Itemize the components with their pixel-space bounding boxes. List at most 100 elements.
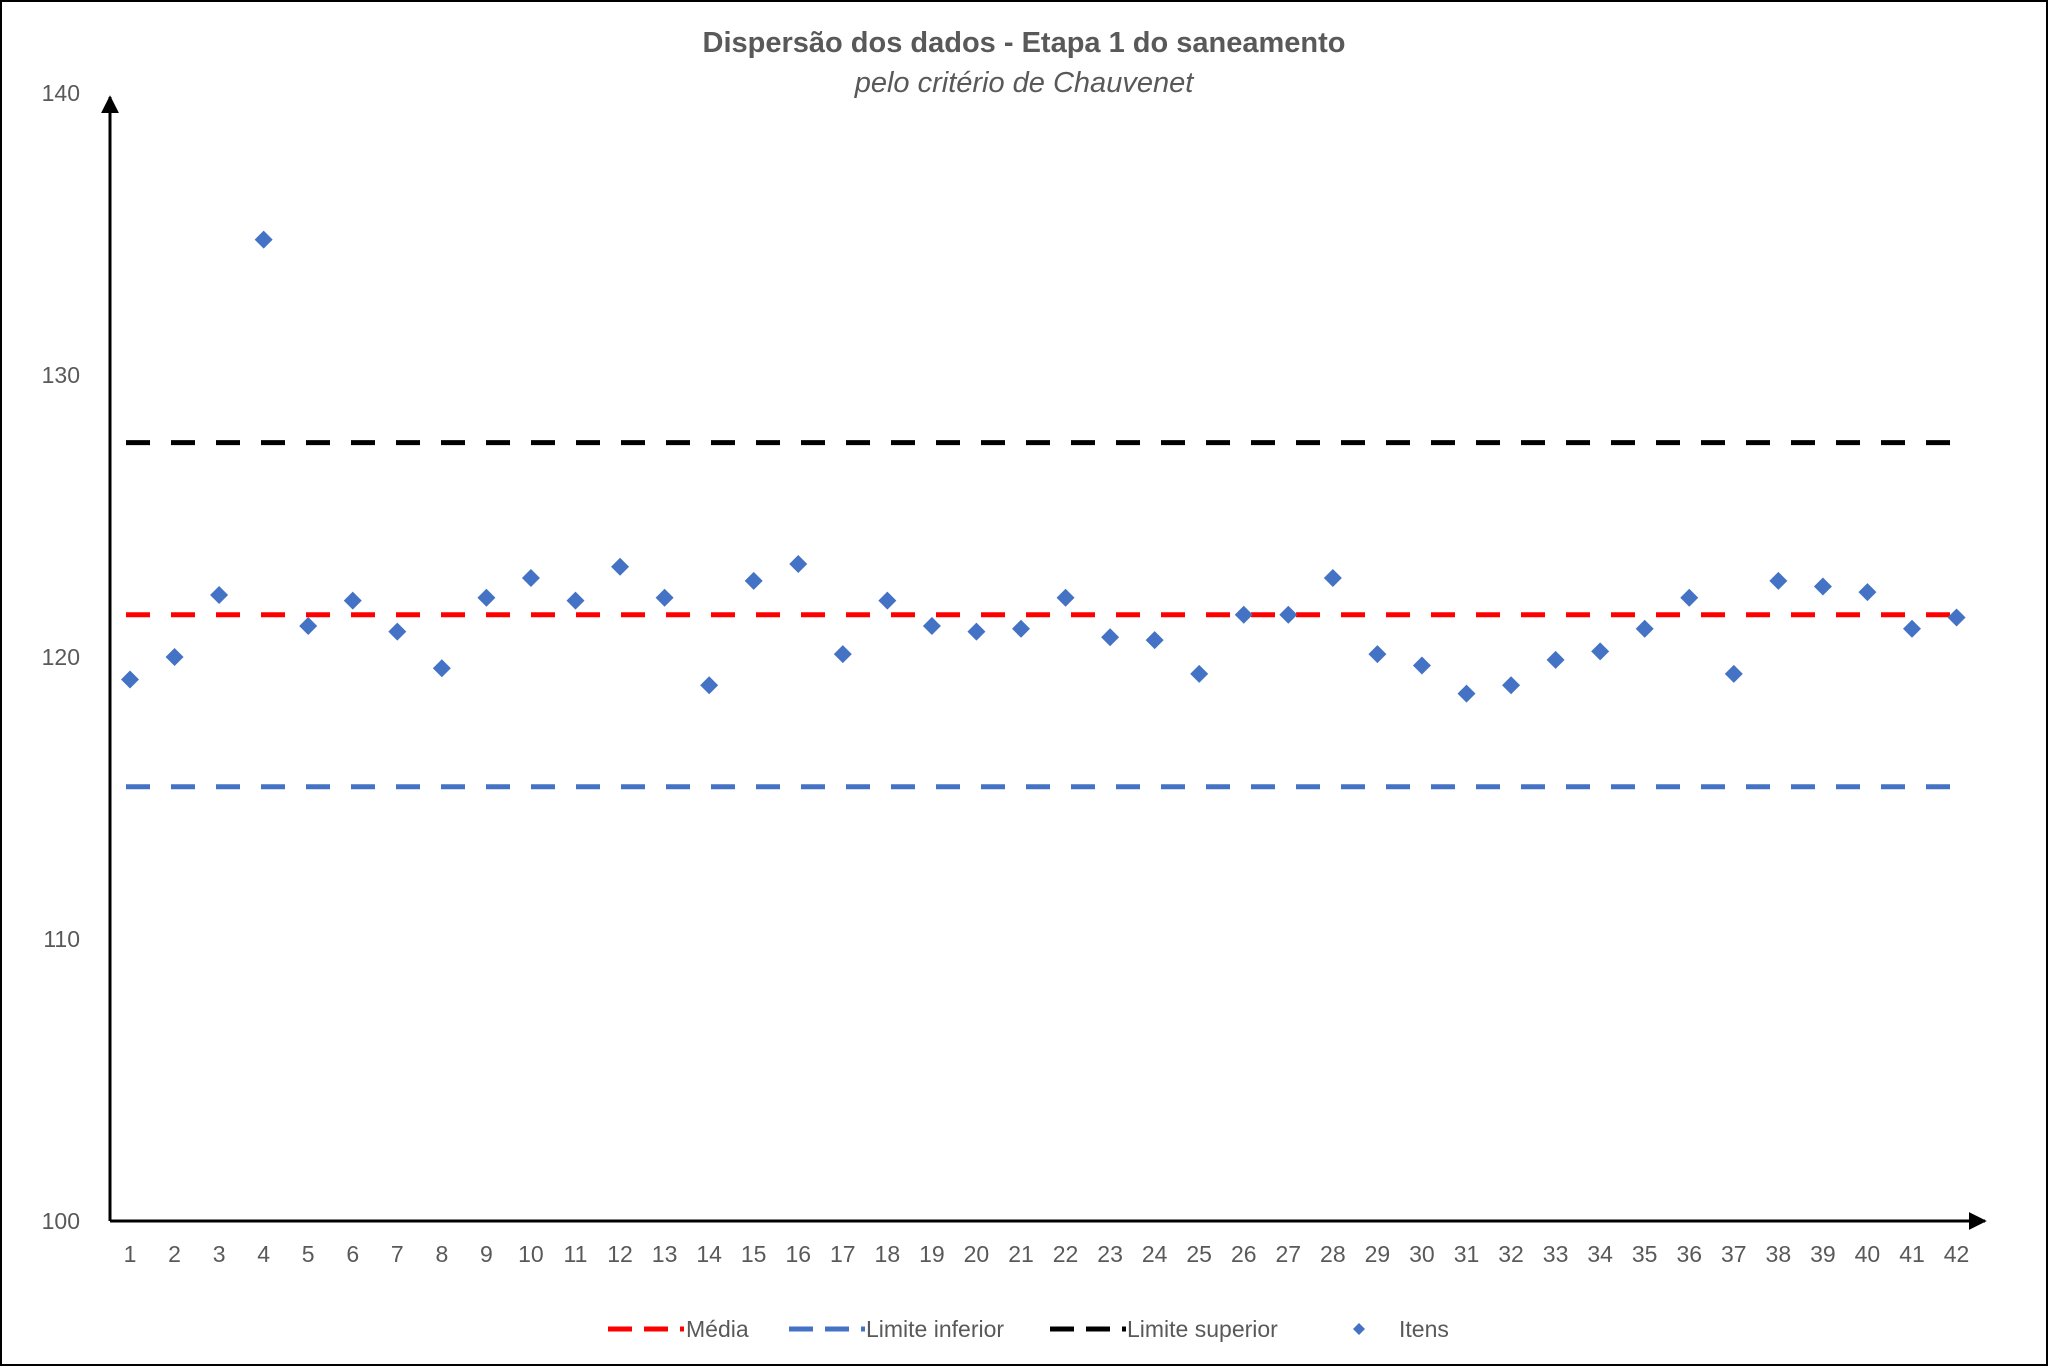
x-tick-label: 38 [1766, 1241, 1792, 1267]
x-tick-label: 32 [1498, 1241, 1524, 1267]
x-tick-label: 30 [1409, 1241, 1435, 1267]
x-tick-label: 5 [302, 1241, 315, 1267]
data-point [1190, 664, 1209, 683]
data-point [922, 616, 941, 635]
reference-lines [126, 440, 1967, 790]
x-tick-label: 40 [1855, 1241, 1881, 1267]
data-point [432, 659, 451, 678]
data-point [1145, 631, 1164, 650]
y-tick-label: 100 [42, 1208, 80, 1234]
x-tick-label: 36 [1676, 1241, 1702, 1267]
x-tick-label: 19 [919, 1241, 945, 1267]
x-tick-label: 22 [1053, 1241, 1079, 1267]
x-tick-label: 24 [1142, 1241, 1168, 1267]
x-tick-label: 17 [830, 1241, 856, 1267]
legend-swatch [1353, 1323, 1365, 1335]
x-tick-label: 2 [168, 1241, 181, 1267]
data-point [611, 557, 630, 576]
data-point [655, 588, 674, 607]
data-point [1457, 684, 1476, 703]
x-tick-label: 12 [607, 1241, 633, 1267]
x-tick-label: 37 [1721, 1241, 1747, 1267]
chart-title: Dispersão dos dados - Etapa 1 do saneame… [703, 27, 1346, 59]
data-point [165, 648, 184, 666]
y-tick-label: 120 [42, 644, 80, 670]
data-point [1323, 569, 1342, 588]
x-tick-label: 16 [785, 1241, 811, 1267]
legend-label: Limite inferior [866, 1316, 1004, 1342]
x-tick-label: 25 [1186, 1241, 1212, 1267]
data-point [254, 230, 273, 249]
x-tick-label: 15 [741, 1241, 767, 1267]
data-point [343, 591, 362, 610]
y-tick-label: 110 [43, 926, 80, 952]
data-point [299, 616, 318, 635]
data-point [1056, 588, 1075, 607]
x-tick-label: 33 [1543, 1241, 1569, 1267]
data-point [1769, 571, 1788, 590]
data-point [566, 591, 585, 610]
data-point [1101, 628, 1120, 647]
data-point [1724, 664, 1743, 683]
data-point [1279, 605, 1298, 624]
legend: Média Limite inferior Limite superior Itens [608, 1316, 1449, 1342]
y-tick-label: 140 [42, 80, 80, 106]
data-point [700, 676, 719, 695]
data-point [833, 645, 852, 664]
data-point [1012, 619, 1030, 638]
data-point [477, 588, 496, 607]
x-tick-label: 29 [1365, 1241, 1391, 1267]
data-points [121, 230, 1966, 703]
x-tick-label: 14 [696, 1241, 722, 1267]
data-point [1858, 583, 1877, 602]
legend-limite-superior: Limite superior [1050, 1316, 1278, 1342]
data-point [967, 622, 986, 641]
data-point [521, 569, 540, 588]
legend-label: Limite superior [1127, 1316, 1278, 1342]
data-point [789, 554, 808, 573]
x-tick-label: 7 [391, 1241, 404, 1267]
x-tick-label: 41 [1899, 1241, 1925, 1267]
data-point [1368, 645, 1387, 664]
x-tick-label: 8 [435, 1241, 448, 1267]
x-tick-label: 9 [480, 1241, 493, 1267]
x-tick-label: 28 [1320, 1241, 1346, 1267]
legend-label: Média [686, 1316, 749, 1342]
data-point [1947, 608, 1966, 627]
chart-subtitle: pelo critério de Chauvenet [854, 67, 1195, 99]
data-point [1591, 642, 1610, 661]
x-tick-label: 31 [1454, 1241, 1480, 1267]
data-point [878, 591, 897, 610]
x-tick-label: 3 [213, 1241, 226, 1267]
y-axis-ticks: 100 110 120 130 140 [42, 80, 80, 1234]
x-tick-label: 4 [257, 1241, 270, 1267]
x-tick-label: 26 [1231, 1241, 1257, 1267]
data-point [1412, 656, 1431, 675]
data-point [1635, 619, 1654, 638]
legend-itens: Itens [1353, 1316, 1449, 1342]
x-tick-label: 18 [875, 1241, 901, 1267]
x-tick-label: 6 [346, 1241, 359, 1267]
x-axis-ticks: 1 2 3 4 5 6 7 8 9 10 11 12 13 14 15 16 17 18 19 20 21 22 23 24 2… [124, 1241, 1970, 1267]
x-tick-label: 11 [564, 1241, 588, 1267]
x-tick-label: 1 [124, 1241, 137, 1267]
x-tick-label: 39 [1810, 1241, 1836, 1267]
data-point [121, 670, 139, 689]
data-point [1234, 605, 1253, 624]
x-tick-label: 23 [1097, 1241, 1123, 1267]
x-tick-label: 10 [518, 1241, 544, 1267]
x-tick-label: 21 [1008, 1241, 1034, 1267]
data-point [388, 622, 407, 641]
legend-media: Média [608, 1316, 749, 1342]
data-point [1813, 577, 1832, 596]
legend-limite-inferior: Limite inferior [789, 1316, 1004, 1342]
data-point [1680, 588, 1699, 607]
x-tick-label: 42 [1944, 1241, 1970, 1267]
data-point [210, 585, 229, 604]
x-tick-label: 27 [1276, 1241, 1302, 1267]
data-point [1502, 676, 1521, 695]
y-tick-label: 130 [42, 362, 80, 388]
x-tick-label: 13 [652, 1241, 678, 1267]
data-point [1903, 619, 1921, 638]
